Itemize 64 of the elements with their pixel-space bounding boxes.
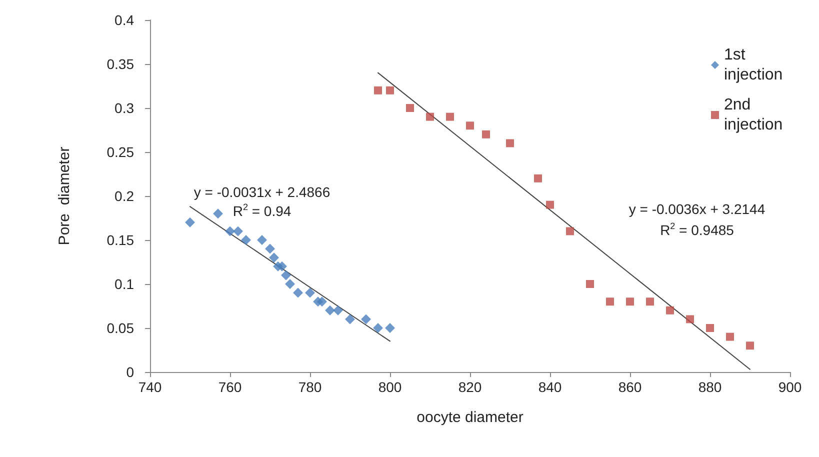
point — [686, 315, 694, 324]
annotation: y = -0.0031x + 2.4866 — [194, 184, 330, 200]
x-tick-label: 800 — [378, 379, 402, 395]
y-tick-label: 0.4 — [114, 12, 134, 28]
point — [317, 296, 327, 307]
point — [305, 288, 315, 298]
point — [606, 298, 614, 306]
y-tick-label: 0.05 — [106, 320, 134, 336]
point — [257, 235, 267, 245]
point — [646, 298, 654, 306]
x-tick-label: 880 — [698, 379, 722, 395]
y-tick-label: 0.2 — [114, 188, 134, 204]
x-tick-label: 860 — [618, 379, 642, 395]
point — [406, 104, 414, 112]
y-tick-label: 0.25 — [106, 144, 134, 160]
point — [233, 226, 243, 236]
point — [374, 86, 382, 94]
point — [466, 122, 474, 130]
legend-label: 2nd injection — [724, 96, 783, 134]
point — [482, 130, 490, 138]
point — [706, 324, 714, 332]
x-tick-label: 820 — [458, 379, 482, 395]
x-tick-label: 900 — [778, 379, 802, 395]
x-tick-label: 740 — [138, 379, 162, 395]
point — [506, 139, 514, 148]
point — [666, 306, 674, 314]
annotation: y = -0.0036x + 3.2144 — [628, 201, 766, 217]
point — [333, 305, 343, 316]
point — [185, 217, 195, 228]
x-axis-title: oocyte diameter — [416, 409, 524, 426]
point — [726, 332, 734, 341]
y-tick-label: 0.15 — [106, 232, 134, 248]
legend-label: 1st injection — [724, 46, 783, 84]
point — [626, 298, 634, 306]
point — [285, 279, 295, 289]
point — [213, 208, 223, 219]
x-tick-label: 780 — [298, 379, 322, 395]
y-tick-label: 0 — [126, 364, 134, 380]
y-axis-title: Pore diameter — [56, 146, 73, 246]
point — [225, 226, 235, 236]
point — [345, 314, 355, 324]
x-tick-label: 760 — [218, 379, 242, 395]
point — [385, 323, 395, 333]
point — [241, 235, 251, 245]
point — [546, 200, 554, 209]
point — [269, 252, 279, 263]
point — [277, 261, 287, 272]
point — [325, 305, 335, 316]
point — [534, 174, 542, 182]
point — [386, 86, 394, 94]
point — [361, 314, 371, 324]
point — [373, 323, 383, 333]
point — [566, 227, 574, 236]
point — [746, 342, 754, 350]
point — [586, 280, 594, 288]
point — [293, 288, 303, 298]
y-tick-label: 0.1 — [114, 276, 134, 292]
point — [446, 112, 454, 121]
point — [426, 112, 434, 121]
point — [281, 270, 291, 280]
point — [265, 244, 275, 254]
y-tick-label: 0.35 — [106, 56, 134, 72]
x-tick-label: 840 — [538, 379, 562, 395]
y-tick-label: 0.3 — [114, 100, 134, 116]
